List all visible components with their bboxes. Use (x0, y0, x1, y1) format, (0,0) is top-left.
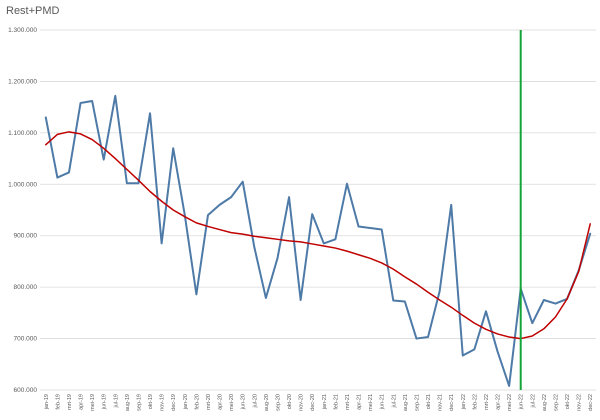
x-tick-label: aug-19 (125, 394, 131, 411)
y-tick-label: 1.000.000 (8, 181, 37, 188)
x-tick-label: mei-20 (229, 394, 235, 411)
x-tick-label: feb-22 (472, 394, 478, 410)
x-tick-label: okt-20 (287, 394, 293, 409)
x-tick-label: nov-20 (299, 394, 305, 411)
x-tick-label: aug-20 (264, 394, 270, 411)
x-tick-label: dec-21 (449, 394, 455, 411)
y-tick-label: 600.000 (14, 387, 38, 394)
x-tick-label: feb-21 (333, 394, 339, 410)
x-tick-label: mei-21 (368, 394, 374, 411)
x-tick-label: feb-19 (55, 394, 61, 410)
x-tick-label: jun-19 (102, 394, 108, 410)
x-tick-label: nov-21 (438, 394, 444, 411)
x-tick-label: jan-21 (322, 394, 328, 410)
gridlines (40, 29, 596, 391)
x-tick-label: aug-21 (403, 394, 409, 411)
y-tick-label: 1.100.000 (8, 130, 37, 137)
x-tick-label: okt-21 (426, 394, 432, 409)
chart-title: Rest+PMD (6, 5, 60, 17)
x-tick-label: jul-20 (252, 394, 258, 408)
x-tick-label: sep-22 (553, 394, 559, 411)
y-tick-label: 700.000 (14, 336, 38, 343)
x-tick-label: jun-21 (380, 394, 386, 410)
x-tick-label: jan-20 (183, 394, 189, 410)
x-tick-label: sep-21 (414, 394, 420, 411)
x-tick-label: mei-22 (507, 394, 513, 411)
x-tick-label: okt-19 (148, 394, 154, 409)
x-tick-label: apr-22 (496, 394, 502, 410)
x-axis: jan-19 feb-19 mrt-19 apr-19 mei-19 jun-19 jul-… (44, 394, 594, 411)
x-tick-label: mrt-19 (67, 394, 73, 410)
x-tick-label: sep-19 (136, 394, 142, 411)
x-tick-label: dec-20 (310, 394, 316, 411)
x-tick-label: dec-19 (171, 394, 177, 411)
y-tick-label: 900.000 (14, 233, 38, 240)
x-tick-label: jun-20 (241, 394, 247, 410)
x-tick-label: nov-22 (577, 394, 583, 411)
x-tick-label: sep-20 (275, 394, 281, 411)
x-tick-label: mrt-22 (484, 394, 490, 410)
x-tick-label: mrt-21 (345, 394, 351, 410)
x-tick-label: nov-19 (160, 394, 166, 411)
series-monthly-line (44, 94, 592, 387)
x-tick-label: mei-19 (90, 394, 96, 411)
y-tick-label: 1.200.000 (8, 78, 37, 85)
x-tick-label: jul-21 (391, 394, 397, 408)
x-tick-label: aug-22 (542, 394, 548, 411)
x-tick-label: apr-21 (357, 394, 363, 410)
x-tick-label: apr-19 (79, 394, 85, 410)
x-tick-label: okt-22 (565, 394, 571, 409)
y-tick-label: 1.300.000 (8, 27, 37, 34)
y-axis: 600.000 700.000 800.000 900.000 1.000.000 1.1… (8, 27, 37, 394)
x-tick-label: jul-22 (530, 394, 536, 408)
x-tick-label: apr-20 (218, 394, 224, 410)
series-trend-line (45, 131, 591, 340)
x-tick-label: mrt-20 (206, 394, 212, 410)
x-tick-label: feb-20 (194, 394, 200, 410)
x-tick-label: dec-22 (588, 394, 594, 411)
x-tick-label: jul-19 (113, 394, 119, 408)
x-tick-label: jan-19 (44, 394, 50, 410)
y-tick-label: 800.000 (14, 284, 38, 291)
x-tick-label: jun-22 (519, 394, 525, 410)
x-tick-label: jan-22 (461, 394, 467, 410)
series-group (44, 94, 592, 387)
